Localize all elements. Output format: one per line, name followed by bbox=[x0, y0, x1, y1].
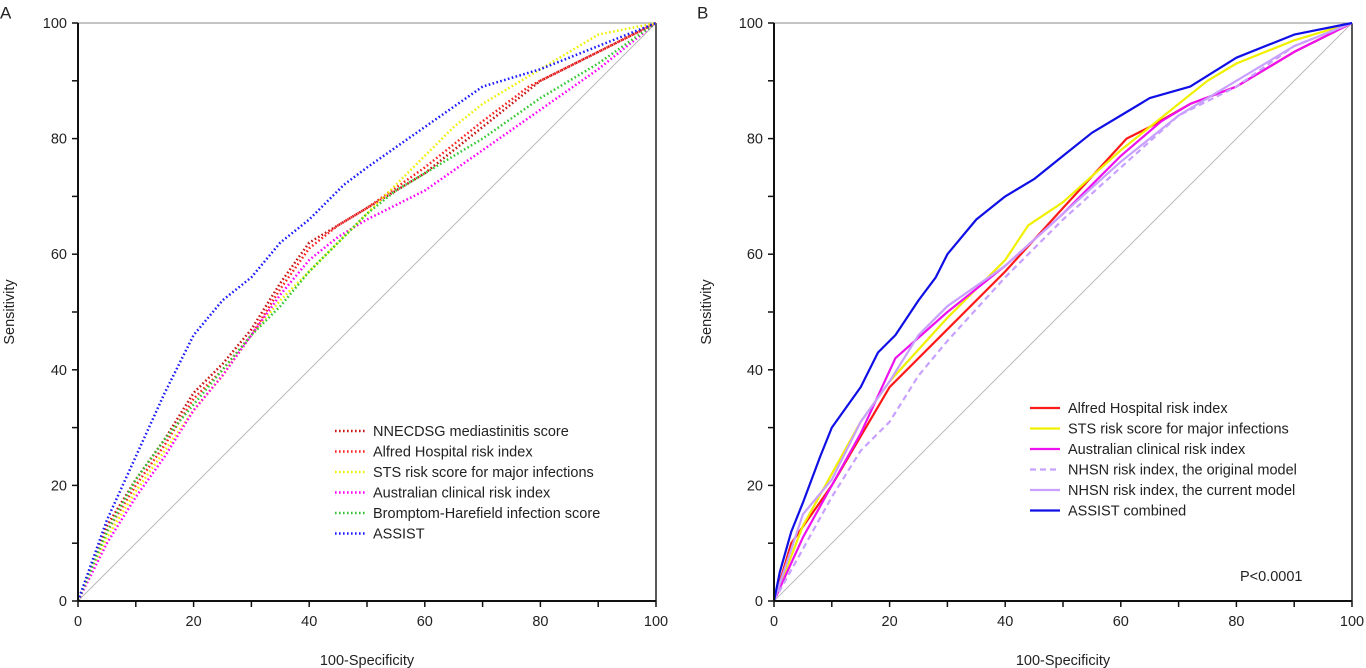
x-tick-label: 40 bbox=[997, 614, 1013, 630]
y-tick-label: 60 bbox=[747, 247, 763, 263]
legend-label-2: Australian clinical risk index bbox=[1068, 442, 1246, 458]
p-value-annotation: P<0.0001 bbox=[1240, 569, 1303, 585]
reference-diagonal bbox=[773, 22, 1353, 602]
legend-label-1: Alfred Hospital risk index bbox=[373, 445, 533, 461]
panel-label: B bbox=[697, 3, 708, 22]
y-tick-label: 100 bbox=[739, 16, 763, 32]
legend-label-3: NHSN risk index, the original model bbox=[1068, 463, 1297, 479]
x-tick-label: 20 bbox=[186, 614, 202, 630]
x-tick-label: 0 bbox=[74, 614, 82, 630]
chart-panel-b: B Alfred Hospital risk index STS risk scor… bbox=[697, 3, 1364, 668]
x-tick-label: 40 bbox=[301, 614, 317, 630]
x-tick-label: 100 bbox=[644, 614, 668, 630]
legend-label-2: STS risk score for major infections bbox=[373, 465, 594, 481]
legend-label-0: NNECDSG mediastinitis score bbox=[373, 424, 569, 440]
x-axis-label: 100-Specificity bbox=[320, 653, 415, 668]
y-axis-label: Sensitivity bbox=[699, 279, 715, 345]
y-axis-label: Sensitivity bbox=[2, 279, 18, 345]
legend-label-3: Australian clinical risk index bbox=[373, 486, 551, 502]
x-tick-label: 100 bbox=[1340, 614, 1364, 630]
legend-label-5: ASSIST combined bbox=[1068, 504, 1186, 520]
y-tick-label: 20 bbox=[747, 478, 763, 494]
x-tick-label: 0 bbox=[770, 614, 778, 630]
y-tick-label: 40 bbox=[747, 363, 763, 379]
legend-label-5: ASSIST bbox=[373, 527, 425, 543]
reference-diagonal bbox=[77, 22, 657, 602]
x-tick-label: 60 bbox=[1113, 614, 1129, 630]
y-tick-label: 100 bbox=[43, 16, 67, 32]
legend-label-1: STS risk score for major infections bbox=[1068, 422, 1289, 438]
series-line-0 bbox=[76, 21, 657, 602]
legend-label-0: Alfred Hospital risk index bbox=[1068, 401, 1228, 417]
series-line-2 bbox=[76, 21, 657, 602]
panel-label: A bbox=[0, 3, 12, 22]
series-line-1 bbox=[772, 21, 1353, 602]
legend-label-4: NHSN risk index, the current model bbox=[1068, 483, 1295, 499]
series-line-5 bbox=[772, 21, 1353, 602]
series-line-4 bbox=[76, 21, 657, 602]
chart-panel-a: A NNECDSG mediastinitis score Alfred Hospi… bbox=[0, 3, 668, 668]
y-tick-label: 20 bbox=[51, 478, 67, 494]
x-tick-label: 80 bbox=[1228, 614, 1244, 630]
y-tick-label: 0 bbox=[59, 594, 67, 610]
series-line-3 bbox=[773, 21, 1353, 602]
y-tick-label: 80 bbox=[747, 132, 763, 148]
y-tick-label: 40 bbox=[51, 363, 67, 379]
series-line-4 bbox=[772, 21, 1353, 602]
y-tick-label: 80 bbox=[51, 132, 67, 148]
x-tick-label: 20 bbox=[882, 614, 898, 630]
x-tick-label: 60 bbox=[417, 614, 433, 630]
legend-label-4: Bromptom-Harefield infection score bbox=[373, 506, 600, 522]
series-line-5 bbox=[76, 21, 657, 602]
series-line-1 bbox=[76, 21, 657, 602]
x-tick-label: 80 bbox=[532, 614, 548, 630]
y-tick-label: 60 bbox=[51, 247, 67, 263]
x-axis-label: 100-Specificity bbox=[1016, 653, 1111, 668]
y-tick-label: 0 bbox=[755, 594, 763, 610]
